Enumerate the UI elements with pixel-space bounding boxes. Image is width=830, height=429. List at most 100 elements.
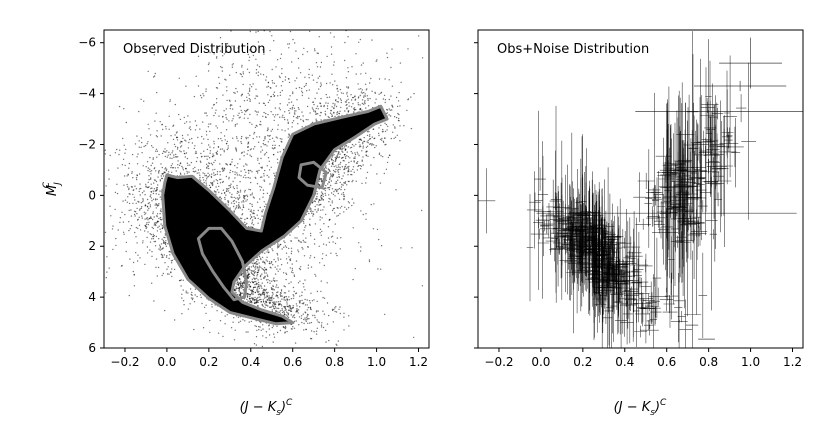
scatter-point: [203, 173, 206, 175]
scatter-point: [187, 164, 189, 166]
scatter-point: [352, 103, 354, 105]
scatter-point: [132, 261, 135, 264]
scatter-point: [277, 113, 279, 116]
scatter-point: [219, 148, 222, 150]
scatter-point: [202, 172, 204, 174]
scatter-point: [302, 283, 304, 285]
scatter-point: [284, 327, 287, 330]
scatter-point: [245, 331, 247, 333]
scatter-point: [346, 151, 348, 153]
scatter-point: [309, 218, 311, 220]
scatter-point: [202, 179, 205, 181]
scatter-point: [387, 156, 390, 159]
scatter-point: [333, 190, 335, 193]
scatter-point: [394, 126, 396, 128]
scatter-point: [148, 202, 151, 204]
scatter-point: [271, 288, 273, 290]
scatter-point: [122, 158, 125, 160]
scatter-point: [155, 203, 157, 205]
scatter-point: [212, 169, 214, 171]
scatter-point: [245, 200, 247, 202]
scatter-point: [195, 150, 197, 153]
scatter-point: [362, 143, 364, 145]
scatter-point: [336, 84, 338, 87]
scatter-point: [322, 175, 324, 177]
scatter-point: [369, 97, 371, 100]
scatter-point: [218, 115, 220, 117]
scatter-point: [213, 180, 215, 182]
scatter-point: [272, 293, 274, 295]
scatter-point: [292, 305, 294, 307]
scatter-point: [234, 329, 236, 331]
scatter-point: [102, 235, 103, 236]
scatter-point: [151, 218, 154, 221]
scatter-point: [281, 68, 283, 70]
scatter-point: [336, 190, 338, 192]
scatter-point: [108, 178, 110, 180]
scatter-point: [242, 200, 244, 202]
scatter-point: [250, 181, 252, 184]
scatter-point: [265, 151, 268, 154]
scatter-point: [280, 303, 282, 306]
scatter-point: [182, 300, 185, 302]
scatter-point: [305, 17, 306, 18]
scatter-point: [164, 167, 167, 169]
scatter-point: [136, 212, 138, 215]
scatter-point: [188, 171, 190, 173]
scatter-point: [201, 135, 203, 138]
scatter-point: [284, 299, 287, 301]
scatter-point: [268, 325, 270, 327]
scatter-point: [301, 299, 303, 302]
scatter-point: [152, 192, 155, 195]
scatter-point: [164, 148, 166, 150]
scatter-point: [151, 226, 153, 229]
scatter-point: [149, 170, 151, 173]
scatter-point: [391, 85, 394, 87]
scatter-point: [261, 268, 263, 270]
scatter-point: [199, 178, 201, 180]
scatter-point: [343, 193, 345, 196]
scatter-point: [265, 337, 267, 339]
scatter-point: [308, 73, 310, 76]
scatter-point: [226, 118, 228, 121]
scatter-point: [237, 191, 240, 193]
scatter-point: [219, 163, 221, 165]
scatter-point: [268, 295, 270, 297]
scatter-point: [316, 92, 318, 94]
scatter-point: [237, 114, 239, 117]
scatter-point: [261, 166, 263, 168]
scatter-point: [146, 246, 149, 248]
scatter-point: [256, 287, 259, 289]
scatter-point: [285, 252, 288, 254]
scatter-point: [366, 88, 368, 90]
scatter-point: [199, 176, 201, 179]
scatter-point: [269, 266, 271, 268]
scatter-point: [260, 329, 262, 331]
scatter-point: [392, 124, 394, 126]
scatter-point: [268, 297, 270, 300]
scatter-point: [232, 118, 234, 120]
scatter-point: [299, 268, 302, 271]
scatter-point: [200, 400, 201, 401]
scatter-point: [300, 315, 303, 317]
scatter-point: [159, 244, 161, 246]
scatter-point: [122, 200, 124, 202]
scatter-point: [299, 300, 302, 302]
scatter-point: [162, 128, 164, 131]
scatter-point: [270, 261, 273, 263]
scatter-point: [259, 120, 262, 123]
scatter-point: [122, 231, 125, 233]
scatter-point: [314, 273, 316, 276]
scatter-point: [315, 120, 317, 122]
scatter-point: [240, 282, 242, 284]
scatter-point: [391, 16, 392, 17]
scatter-point: [307, 119, 309, 121]
scatter-point: [209, 319, 211, 322]
scatter-point: [224, 196, 226, 199]
scatter-point: [138, 209, 141, 211]
scatter-point: [116, 148, 118, 151]
scatter-point: [241, 285, 243, 288]
scatter-point: [272, 304, 274, 306]
scatter-point: [418, 35, 420, 37]
scatter-point: [317, 0, 318, 1]
